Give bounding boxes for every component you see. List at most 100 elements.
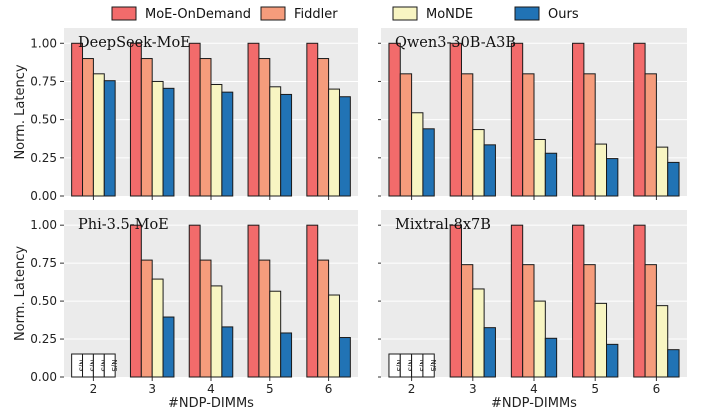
bar [317,58,330,197]
x-tick-label: 2 [90,382,98,396]
bar [472,129,485,197]
bar [92,73,105,197]
bar [460,73,474,197]
ns-bar [422,353,435,378]
bar [399,73,413,197]
bar [572,224,585,378]
y-tick-label: 0.75 [30,74,57,88]
x-tick-label: 4 [530,382,538,396]
legend-item: Ours [514,6,579,22]
ns-label: N/S [406,359,414,372]
bar [633,42,646,197]
bar [606,158,619,197]
bar [258,259,271,378]
bar [460,264,474,378]
panel-title: Mixtral-8x7B [395,217,491,233]
bar [667,349,680,378]
legend-swatch [514,6,540,21]
y-axis-label: Norm. Latency [13,246,28,341]
bar [328,88,340,197]
bar [655,146,669,197]
bar [247,42,260,197]
x-tick-label: 3 [148,382,156,396]
panel-title: Phi-3.5-MoE [78,217,169,233]
x-tick-label: 6 [653,382,661,396]
legend-label: Ours [548,7,579,22]
bar [483,327,496,378]
bar [210,285,223,378]
y-tick-label: 0.25 [30,151,57,165]
legend-item: MoE-OnDemand [111,6,251,22]
y-tick-label: 0.75 [30,256,57,270]
bar [199,58,212,197]
bar [280,332,293,378]
bar [162,316,175,378]
bar [606,343,619,378]
y-tick-label: 1.00 [30,218,57,232]
bar [269,86,282,197]
bar [594,143,608,197]
bar [129,224,142,378]
bar [583,264,596,378]
legend-swatch [260,6,286,21]
y-tick-label: 0.50 [30,113,57,127]
panel-title: DeepSeek-MoE [78,35,191,51]
bar [317,259,330,378]
bar [210,84,223,197]
ns-label: N/S [395,359,403,372]
x-tick-label: 4 [207,382,215,396]
bar [544,337,558,378]
y-tick-label: 0.25 [30,332,57,346]
bar [140,259,153,378]
bar [422,128,435,197]
bar [82,58,94,197]
ns-label: N/S [418,359,426,372]
x-axis-label: #NDP-DIMMs [491,396,577,407]
bar [510,224,524,378]
bar [269,290,282,378]
x-tick-label: 6 [325,382,333,396]
bar [151,80,164,197]
bar [188,224,201,378]
panel-title: Qwen3-30B-A3B [395,35,516,51]
bar [388,42,401,197]
x-axis-label: #NDP-DIMMs [168,396,254,407]
bar [483,144,496,197]
legend-item: MoNDE [392,6,473,22]
y-axis-label: Norm. Latency [13,64,28,159]
bar [129,42,142,197]
y-tick-label: 0.00 [30,370,57,384]
bar [544,152,558,197]
bar [140,58,153,197]
bar [533,300,546,378]
bar [594,302,608,378]
bar [411,112,424,197]
ns-label: N/S [110,359,118,372]
legend-label: MoE-OnDemand [145,7,251,22]
x-tick-label: 3 [469,382,477,396]
bar [583,73,596,197]
bar [510,42,524,197]
bar [572,42,585,197]
bar [472,288,485,378]
bar [258,58,271,197]
bar [522,73,535,197]
x-tick-label: 5 [266,382,274,396]
ns-label: N/S [78,359,86,372]
legend-label: MoNDE [426,7,473,22]
bar [338,96,351,197]
bar [151,278,164,378]
legend-item: Fiddler [260,6,338,22]
ns-bar [103,353,116,378]
bar [199,259,212,378]
bar [644,73,657,197]
bar [655,305,669,378]
bar [188,42,201,197]
bar [328,294,340,378]
y-tick-label: 0.50 [30,294,57,308]
bar [221,326,234,378]
